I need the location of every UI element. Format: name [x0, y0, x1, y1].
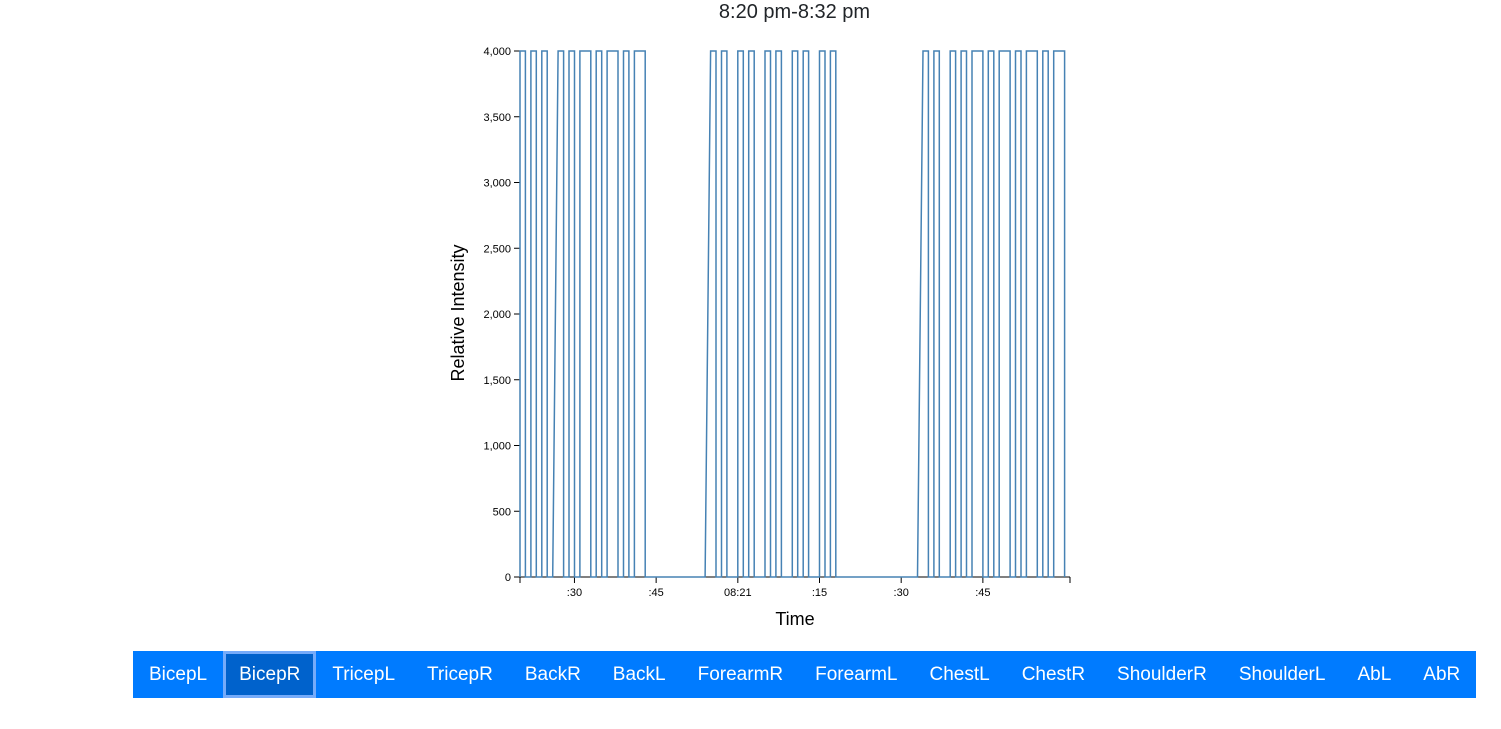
y-tick: 2,500: [483, 243, 520, 255]
x-tick: :30: [567, 577, 582, 599]
x-tick-label: :30: [567, 587, 582, 599]
y-tick-label: 3,500: [483, 112, 511, 124]
muscle-button-group: BicepL BicepR TricepL TricepR BackR BackL Fore…: [133, 651, 1477, 698]
x-tick: :15: [812, 577, 827, 599]
y-tick-label: 1,000: [483, 441, 511, 453]
y-tick: 500: [493, 506, 520, 518]
muscle-button-abr[interactable]: AbR: [1407, 651, 1477, 698]
y-tick: 4,000: [483, 46, 520, 58]
y-tick: 3,000: [483, 178, 520, 190]
muscle-button-tricepl[interactable]: TricepL: [316, 651, 412, 698]
muscle-button-shoulderl[interactable]: ShoulderL: [1222, 651, 1342, 698]
y-tick: 2,000: [483, 309, 520, 321]
x-axis-label: Time: [775, 609, 814, 629]
muscle-button-bicepl[interactable]: BicepL: [133, 651, 224, 698]
y-tick: 0: [505, 572, 520, 584]
x-tick-label: :15: [812, 587, 827, 599]
y-tick: 1,000: [483, 441, 520, 453]
muscle-button-backl[interactable]: BackL: [596, 651, 682, 698]
y-tick: 3,500: [483, 112, 520, 124]
y-axis: 0 500 1,000 1,500 2,000 2,500 3,000 3,500 4,000: [483, 46, 521, 584]
muscle-button-chestr[interactable]: ChestR: [1005, 651, 1102, 698]
y-tick-label: 4,000: [483, 46, 511, 58]
y-tick-label: 3,000: [483, 178, 511, 190]
x-tick-label: 08:21: [724, 587, 752, 599]
y-tick-label: 0: [505, 572, 511, 584]
muscle-button-chestl[interactable]: ChestL: [913, 651, 1006, 698]
x-tick-label: :45: [648, 587, 663, 599]
y-tick-label: 1,500: [483, 375, 511, 387]
x-axis: :30 :45 08:21 :15 :30 :45: [519, 576, 1071, 599]
y-tick-label: 2,000: [483, 309, 511, 321]
x-tick-label: :45: [975, 587, 990, 599]
muscle-button-shoulderr[interactable]: ShoulderR: [1101, 651, 1223, 698]
y-tick-label: 500: [493, 506, 511, 518]
x-tick: :30: [894, 577, 909, 599]
series-line: [519, 50, 1066, 578]
x-tick: :45: [648, 577, 664, 599]
x-tick-label: :30: [894, 587, 909, 599]
muscle-button-abl[interactable]: AbL: [1341, 651, 1408, 698]
muscle-button-forearmr[interactable]: ForearmR: [681, 651, 800, 698]
y-axis-label: Relative Intensity: [448, 244, 468, 381]
x-tick: :45: [975, 577, 991, 599]
muscle-button-bicepr[interactable]: BicepR: [223, 651, 317, 698]
muscle-button-forearml[interactable]: ForearmL: [799, 651, 914, 698]
chart-title: 8:20 pm-8:32 pm: [718, 1, 871, 23]
muscle-button-backr[interactable]: BackR: [508, 651, 597, 698]
y-tick: 1,500: [483, 375, 520, 387]
chart-svg: 05001,0001,5002,0002,5003,0003,5004,000 …: [448, 46, 1071, 629]
muscle-button-tricepr[interactable]: TricepR: [411, 651, 509, 698]
x-tick: 08:21: [724, 577, 752, 599]
y-tick-label: 2,500: [483, 243, 511, 255]
